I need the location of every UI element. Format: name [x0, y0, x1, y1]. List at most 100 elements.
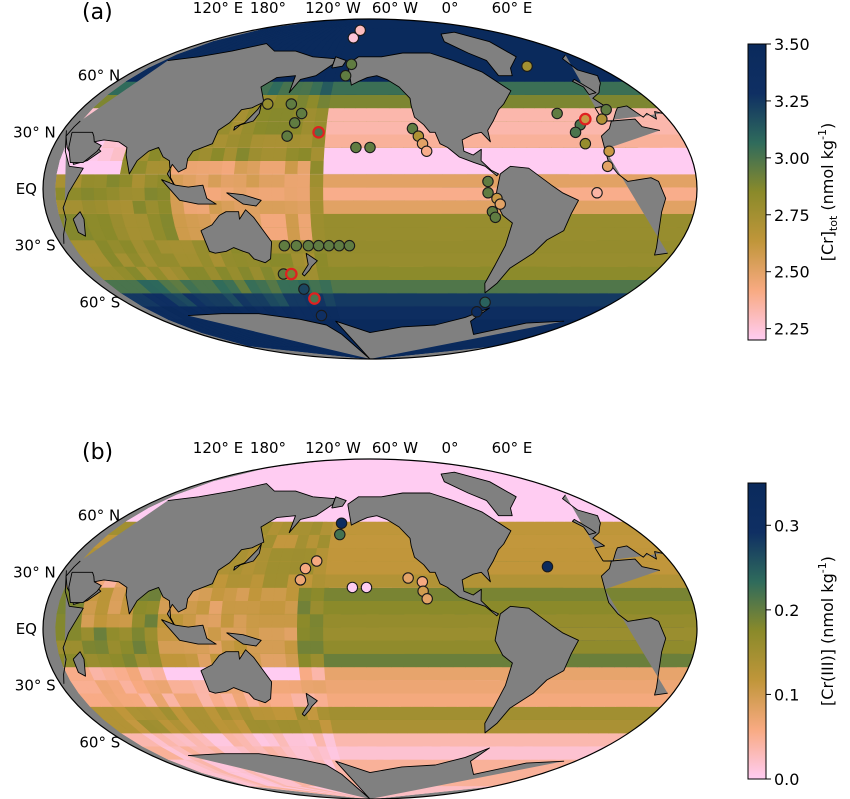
coastline-madagascar	[72, 211, 86, 237]
latitude-tick-label: 30° S	[15, 237, 56, 255]
observation-marker	[591, 187, 603, 199]
observation-marker	[261, 98, 274, 110]
colorbar-gradient	[747, 43, 767, 341]
observation-marker	[302, 239, 315, 252]
observation-marker	[312, 239, 325, 252]
observation-marker	[299, 562, 312, 575]
coastline-arabia	[68, 571, 102, 604]
observation-marker	[298, 283, 310, 295]
longitude-tick-label: 0°	[441, 439, 458, 457]
coastline-uk	[571, 78, 597, 96]
observation-marker	[308, 292, 321, 305]
observation-marker	[482, 187, 494, 199]
observation-marker	[281, 130, 293, 142]
coastline-eurasia	[65, 43, 663, 188]
observation-marker	[364, 141, 376, 154]
longitude-tick-label: 180°	[250, 439, 286, 457]
colorbar-title: [Cr(III)] (nmol kg-1)	[816, 556, 837, 706]
longitude-tick-label: 180°	[250, 0, 286, 17]
colorbar-gradient	[747, 482, 767, 780]
observation-marker	[482, 175, 494, 188]
observation-marker	[471, 306, 483, 318]
observation-marker	[578, 112, 592, 126]
observation-marker	[285, 267, 298, 281]
map-frame	[42, 458, 698, 799]
colorbar-tick-label: 3.50	[774, 35, 810, 54]
observation-marker	[354, 24, 366, 37]
observation-marker	[569, 126, 582, 139]
coastline-madagascar	[72, 651, 86, 677]
coastline-greenland	[440, 31, 517, 77]
coastline-south-america	[484, 165, 579, 294]
observation-marker	[310, 555, 323, 567]
observation-points	[261, 24, 615, 322]
coastline-antarctica	[188, 747, 565, 799]
longitude-tick-label: 0°	[441, 0, 458, 17]
map-frame	[42, 18, 698, 360]
observation-marker	[315, 309, 328, 322]
observation-marker	[346, 581, 359, 594]
observation-marker	[596, 113, 608, 125]
colorbar-tick-label: 0.1	[774, 685, 799, 704]
longitude-tick-label: 60° E	[492, 439, 533, 457]
coastline-new-zealand	[301, 252, 318, 277]
colorbar-tick-label: 0.2	[774, 601, 799, 620]
observation-marker	[420, 145, 433, 157]
observation-marker	[343, 239, 356, 252]
observation-marker	[416, 576, 429, 588]
coastline-chukotka	[331, 496, 347, 509]
colorbar: 0.3 0.2 0.1 0.0 [Cr(III)] (nmol kg-1)	[747, 482, 837, 789]
coastline-new-zealand	[301, 692, 318, 717]
longitude-tick-label: 120° E	[193, 0, 243, 17]
observation-marker	[541, 560, 554, 573]
coastline-uk	[571, 518, 597, 536]
longitude-tick-label: 60° W	[372, 439, 418, 457]
colorbar-tick-label: 0.0	[774, 770, 799, 789]
coastline-australia	[200, 649, 273, 704]
latitude-tick-label: 30° N	[13, 563, 56, 581]
observation-marker	[489, 211, 502, 224]
map-panel-b: (b) 120° E 180° 120° W 60° W 0° 60° E 60° N 30° …	[13, 439, 837, 799]
observation-points	[294, 517, 554, 605]
coastline-indonesia	[161, 619, 217, 645]
longitude-tick-label: 60° W	[372, 0, 418, 17]
coastline-north-america	[347, 492, 512, 617]
coastline-new-guinea	[226, 632, 262, 647]
observation-marker	[603, 145, 615, 157]
latitude-tick-label: 30° S	[15, 677, 56, 695]
coastline-arabia	[68, 131, 102, 164]
observation-marker	[421, 593, 433, 605]
observation-marker	[345, 58, 358, 71]
colorbar-tick-label: 2.25	[774, 320, 810, 339]
observation-marker	[278, 239, 291, 252]
observation-marker	[601, 160, 614, 173]
observation-marker	[334, 528, 346, 541]
observation-marker	[347, 32, 360, 44]
colorbar-tick-label: 0.3	[774, 516, 799, 535]
coastline-south-america	[484, 605, 579, 734]
colorbar-title: [Cr]tot (nmol kg-1)	[816, 123, 840, 262]
observation-marker	[360, 581, 373, 594]
colorbar-tick-label: 2.75	[774, 206, 810, 225]
latitude-tick-label: EQ	[16, 180, 37, 198]
observation-marker	[494, 198, 507, 210]
panel-label: (a)	[82, 0, 113, 25]
colorbar: 3.50 3.25 3.00 2.75 2.50 2.25 [Cr]tot (nmol kg…	[747, 35, 840, 341]
observation-marker	[294, 574, 307, 586]
observation-marker	[333, 239, 345, 252]
observation-marker	[335, 517, 348, 529]
coastline-japan	[233, 103, 262, 131]
observation-marker	[312, 126, 325, 139]
coastline-chukotka	[331, 56, 347, 69]
observation-marker	[339, 69, 352, 82]
observation-marker	[350, 141, 362, 154]
observation-marker	[551, 107, 563, 120]
observation-marker	[579, 137, 592, 150]
observation-marker	[402, 572, 414, 584]
colorbar-tick-label: 3.00	[774, 149, 810, 168]
panel-label: (b)	[82, 440, 113, 465]
observation-marker	[521, 60, 533, 72]
land-masses	[62, 471, 668, 799]
observation-marker	[479, 296, 491, 309]
latitude-tick-label: 30° N	[13, 123, 56, 141]
